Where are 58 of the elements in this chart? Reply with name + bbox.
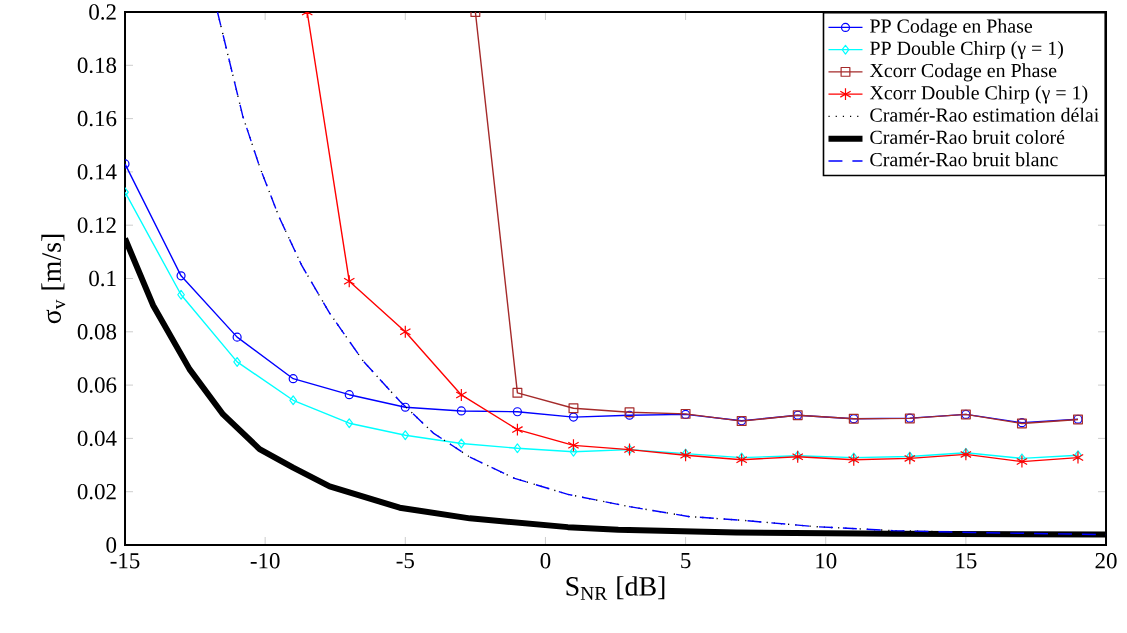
point bbox=[232, 332, 242, 342]
point bbox=[401, 430, 410, 441]
legend-label: Cramér-Rao bruit coloré bbox=[870, 130, 1065, 145]
point bbox=[568, 412, 579, 422]
point bbox=[567, 438, 580, 452]
x-tick-label: 0 bbox=[540, 553, 551, 569]
x-tick-label: 15 bbox=[956, 553, 977, 569]
point bbox=[735, 453, 748, 467]
legend-label: Xcorr Double Chirp (γ = 1) bbox=[869, 85, 1088, 104]
point bbox=[1074, 450, 1082, 461]
point bbox=[177, 289, 185, 300]
x-tick-label: 5 bbox=[681, 553, 691, 569]
y-tick-label: 0.1 bbox=[89, 270, 116, 287]
y-tick-label: 0.04 bbox=[77, 430, 117, 447]
x-tick-label: -10 bbox=[250, 553, 280, 569]
legend-label: PP Double Chirp (γ = 1) bbox=[870, 41, 1063, 60]
y-tick-label: 0.02 bbox=[77, 483, 116, 500]
point bbox=[456, 406, 466, 416]
legend-label: Xcorr Codage en Phase bbox=[869, 63, 1057, 82]
point bbox=[849, 452, 858, 463]
point bbox=[345, 418, 354, 429]
y-tick-label: 0.08 bbox=[77, 324, 117, 340]
point bbox=[511, 423, 524, 437]
y-tick-label: 0.2 bbox=[89, 4, 116, 20]
y-axis-title: σ$_{v}$ [m/s] bbox=[41, 234, 66, 324]
point bbox=[288, 374, 298, 384]
point bbox=[512, 387, 523, 398]
y-tick-label: 0.14 bbox=[77, 164, 117, 180]
point bbox=[569, 446, 578, 457]
x-tick-label: -5 bbox=[396, 553, 414, 569]
legend-label: Cramér-Rao bruit blanc bbox=[870, 152, 1058, 167]
point bbox=[399, 325, 412, 339]
point bbox=[344, 390, 354, 400]
point bbox=[343, 274, 356, 288]
point bbox=[512, 407, 522, 417]
y-tick-label: 0.18 bbox=[77, 57, 117, 74]
y-tick-label: 0.16 bbox=[77, 110, 117, 127]
x-tick-label: 10 bbox=[816, 553, 837, 569]
point bbox=[1016, 455, 1028, 469]
legend-label: PP Codage en Phase bbox=[870, 18, 1033, 37]
y-tick-label: 0.12 bbox=[77, 217, 116, 233]
point bbox=[455, 388, 468, 402]
point bbox=[400, 402, 410, 412]
point bbox=[568, 403, 579, 414]
y-tick-label: 0 bbox=[106, 537, 117, 553]
point bbox=[1072, 451, 1084, 465]
point bbox=[233, 356, 242, 367]
point bbox=[289, 395, 298, 406]
x-axis-title: S$_{NR}$ [dB] bbox=[566, 576, 665, 600]
point bbox=[176, 271, 186, 281]
point bbox=[457, 438, 466, 449]
legend-label: Cramér-Rao estimation délai bbox=[870, 107, 1099, 122]
point bbox=[847, 453, 860, 467]
y-tick-label: 0.06 bbox=[77, 377, 117, 393]
x-tick-label: -15 bbox=[110, 553, 140, 569]
x-tick-label: 20 bbox=[1095, 553, 1117, 569]
point bbox=[513, 443, 522, 454]
point bbox=[737, 452, 746, 463]
